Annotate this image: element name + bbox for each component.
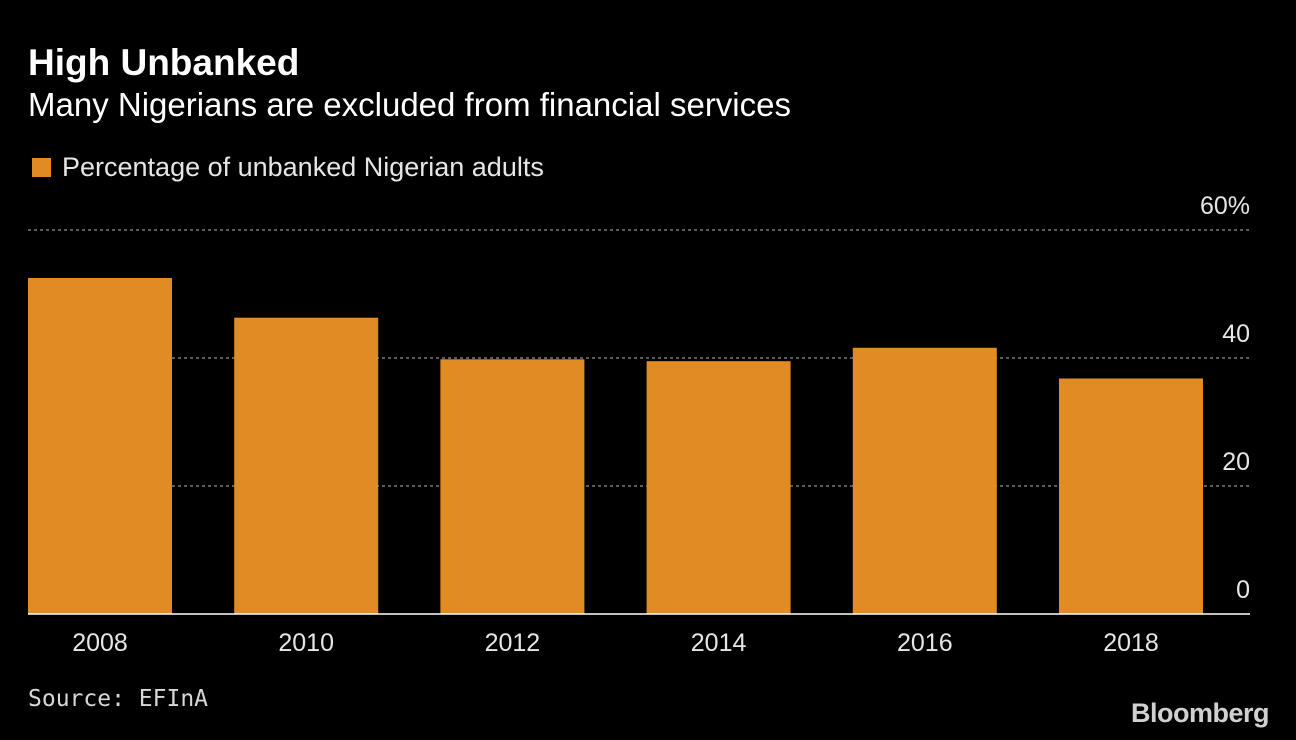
- chart-title: High Unbanked: [28, 42, 300, 83]
- bar-2014: [646, 361, 791, 614]
- y-tick-label: 60%: [1200, 192, 1250, 220]
- x-tick-labels: 2008 2010 2012 2014 2016 2018: [72, 629, 1159, 657]
- x-tick-label: 2018: [1103, 629, 1159, 657]
- y-tick-label: 40: [1222, 320, 1250, 348]
- y-tick-label: 20: [1222, 448, 1250, 476]
- x-tick-label: 2012: [485, 629, 541, 657]
- x-tick-label: 2008: [72, 629, 128, 657]
- source-note: Source: EFInA: [28, 686, 209, 712]
- legend: Percentage of unbanked Nigerian adults: [32, 150, 544, 184]
- legend-swatch: [32, 157, 51, 177]
- bar-2016: [852, 347, 997, 614]
- y-tick-labels: 0 20 40 60%: [1200, 192, 1250, 604]
- chart-subtitle: Many Nigerians are excluded from financi…: [28, 86, 791, 123]
- legend-label: Percentage of unbanked Nigerian adults: [62, 151, 544, 182]
- bars: [28, 278, 1203, 614]
- bar-2010: [234, 317, 379, 614]
- x-tick-label: 2014: [691, 629, 747, 657]
- x-tick-label: 2010: [278, 629, 334, 657]
- x-tick-label: 2016: [897, 629, 953, 657]
- bar-2012: [440, 359, 585, 614]
- bloomberg-logo: Bloomberg: [1130, 698, 1270, 728]
- y-tick-label: 0: [1236, 576, 1250, 604]
- bar-2008: [28, 278, 172, 614]
- bar-2018: [1059, 378, 1203, 614]
